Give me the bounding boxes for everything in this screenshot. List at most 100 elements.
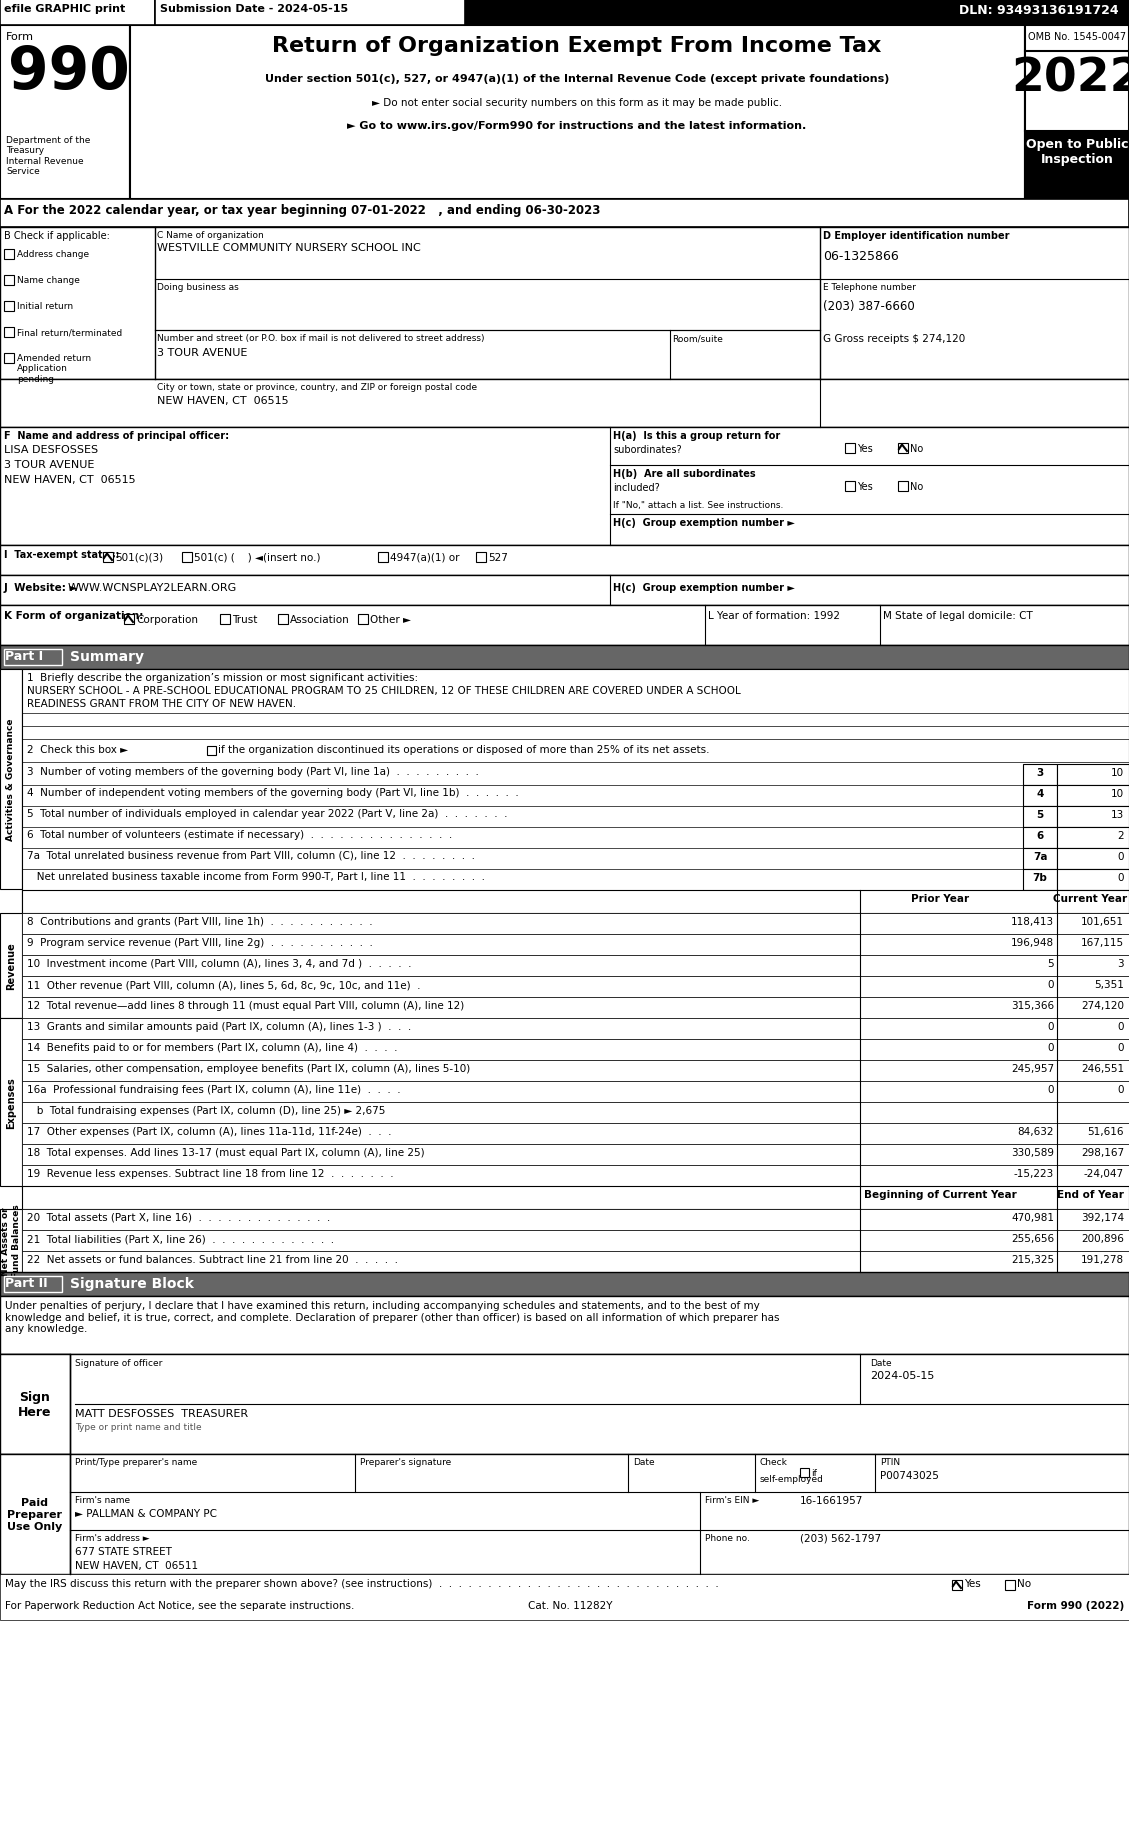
Bar bbox=[21, 955, 1129, 977]
Text: A For the 2022 calendar year, or tax year beginning 07-01-2022   , and ending 06: A For the 2022 calendar year, or tax yea… bbox=[5, 203, 601, 218]
Text: 3: 3 bbox=[1036, 767, 1043, 778]
Text: Name change: Name change bbox=[17, 276, 80, 285]
Bar bbox=[0, 1354, 1129, 1455]
Text: if the organization discontinued its operations or disposed of more than 25% of : if the organization discontinued its ope… bbox=[218, 745, 709, 754]
Text: Initial return: Initial return bbox=[17, 302, 73, 311]
Bar bbox=[0, 199, 1129, 229]
Text: Paid
Preparer
Use Only: Paid Preparer Use Only bbox=[8, 1497, 62, 1530]
Text: 191,278: 191,278 bbox=[1080, 1254, 1124, 1265]
Bar bbox=[21, 1060, 1129, 1082]
Text: 0: 0 bbox=[1118, 1021, 1124, 1032]
Bar bbox=[1023, 765, 1057, 785]
Text: M State of legal domicile: CT: M State of legal domicile: CT bbox=[883, 611, 1033, 620]
Text: 10  Investment income (Part VIII, column (A), lines 3, 4, and 7d )  .  .  .  .  : 10 Investment income (Part VIII, column … bbox=[27, 959, 411, 968]
Bar bbox=[103, 553, 113, 562]
Text: 3  Number of voting members of the governing body (Part VI, line 1a)  .  .  .  .: 3 Number of voting members of the govern… bbox=[27, 767, 479, 776]
Text: Under section 501(c), 527, or 4947(a)(1) of the Internal Revenue Code (except pr: Under section 501(c), 527, or 4947(a)(1)… bbox=[265, 73, 890, 84]
Text: (203) 562-1797: (203) 562-1797 bbox=[800, 1534, 881, 1543]
Bar bbox=[1057, 785, 1129, 807]
Bar bbox=[207, 747, 216, 756]
Text: 20  Total assets (Part X, line 16)  .  .  .  .  .  .  .  .  .  .  .  .  .  .: 20 Total assets (Part X, line 16) . . . … bbox=[27, 1211, 331, 1222]
Bar bbox=[1023, 849, 1057, 869]
Text: 6: 6 bbox=[1036, 831, 1043, 840]
Text: Number and street (or P.O. box if mail is not delivered to street address): Number and street (or P.O. box if mail i… bbox=[157, 333, 484, 342]
Bar bbox=[21, 670, 1129, 1190]
Text: I  Tax-exempt status:: I Tax-exempt status: bbox=[5, 549, 120, 560]
Text: Submission Date - 2024-05-15: Submission Date - 2024-05-15 bbox=[160, 4, 348, 15]
Text: 2022: 2022 bbox=[1012, 57, 1129, 101]
Text: B Check if applicable:: B Check if applicable: bbox=[5, 231, 110, 242]
Text: ► Go to www.irs.gov/Form990 for instructions and the latest information.: ► Go to www.irs.gov/Form990 for instruct… bbox=[348, 121, 806, 132]
Text: Activities & Governance: Activities & Governance bbox=[7, 719, 16, 840]
Text: Address change: Address change bbox=[17, 251, 89, 258]
Text: No: No bbox=[1017, 1577, 1031, 1588]
Text: May the IRS discuss this return with the preparer shown above? (see instructions: May the IRS discuss this return with the… bbox=[5, 1577, 719, 1588]
Bar bbox=[898, 443, 908, 454]
Text: 101,651: 101,651 bbox=[1080, 917, 1124, 926]
Text: 5,351: 5,351 bbox=[1094, 979, 1124, 990]
Text: Amended return
Application
pending: Amended return Application pending bbox=[17, 353, 91, 384]
Bar bbox=[0, 0, 1129, 26]
Text: 2024-05-15: 2024-05-15 bbox=[870, 1371, 935, 1380]
Text: self-employed: self-employed bbox=[760, 1475, 824, 1482]
Bar bbox=[21, 1166, 1129, 1186]
Bar bbox=[21, 935, 1129, 955]
Text: WWW.WCNSPLAY2LEARN.ORG: WWW.WCNSPLAY2LEARN.ORG bbox=[68, 582, 237, 593]
Text: PTIN: PTIN bbox=[879, 1457, 900, 1466]
Text: 7a: 7a bbox=[1033, 851, 1048, 862]
Text: 7a  Total unrelated business revenue from Part VIII, column (C), line 12  .  .  : 7a Total unrelated business revenue from… bbox=[27, 851, 475, 860]
Text: L Year of formation: 1992: L Year of formation: 1992 bbox=[708, 611, 840, 620]
Bar bbox=[5, 276, 14, 285]
Text: 0: 0 bbox=[1048, 979, 1054, 990]
Text: H(b)  Are all subordinates: H(b) Are all subordinates bbox=[613, 468, 755, 479]
Text: Net Assets or
Fund Balances: Net Assets or Fund Balances bbox=[1, 1204, 20, 1277]
Bar bbox=[0, 606, 1129, 646]
Bar bbox=[0, 1455, 70, 1574]
Text: 0: 0 bbox=[1118, 873, 1124, 882]
Bar bbox=[1057, 869, 1129, 891]
Text: 527: 527 bbox=[488, 553, 508, 562]
Text: OMB No. 1545-0047: OMB No. 1545-0047 bbox=[1027, 31, 1126, 42]
Bar bbox=[5, 353, 14, 364]
Text: Doing business as: Doing business as bbox=[157, 284, 238, 291]
Text: Yes: Yes bbox=[857, 481, 873, 492]
Text: 13: 13 bbox=[1111, 809, 1124, 820]
Text: ► Do not enter social security numbers on this form as it may be made public.: ► Do not enter social security numbers o… bbox=[371, 99, 782, 108]
Text: 4  Number of independent voting members of the governing body (Part VI, line 1b): 4 Number of independent voting members o… bbox=[27, 787, 518, 798]
Text: 21  Total liabilities (Part X, line 26)  .  .  .  .  .  .  .  .  .  .  .  .  .: 21 Total liabilities (Part X, line 26) .… bbox=[27, 1233, 334, 1243]
Bar bbox=[1023, 807, 1057, 827]
Bar bbox=[1057, 849, 1129, 869]
Text: 84,632: 84,632 bbox=[1017, 1127, 1054, 1136]
Text: D Employer identification number: D Employer identification number bbox=[823, 231, 1009, 242]
Bar bbox=[844, 443, 855, 454]
Text: 501(c)(3): 501(c)(3) bbox=[115, 553, 163, 562]
Text: H(a)  Is this a group return for: H(a) Is this a group return for bbox=[613, 430, 780, 441]
Text: 990: 990 bbox=[8, 44, 130, 101]
Text: City or town, state or province, country, and ZIP or foreign postal code: City or town, state or province, country… bbox=[157, 382, 478, 392]
Bar bbox=[155, 0, 465, 26]
Text: 51,616: 51,616 bbox=[1087, 1127, 1124, 1136]
Text: Print/Type preparer's name: Print/Type preparer's name bbox=[75, 1457, 198, 1466]
Text: Department of the
Treasury
Internal Revenue
Service: Department of the Treasury Internal Reve… bbox=[6, 135, 90, 176]
Text: 16a  Professional fundraising fees (Part IX, column (A), line 11e)  .  .  .  .: 16a Professional fundraising fees (Part … bbox=[27, 1085, 401, 1094]
Text: 15  Salaries, other compensation, employee benefits (Part IX, column (A), lines : 15 Salaries, other compensation, employe… bbox=[27, 1063, 471, 1074]
Text: 3 TOUR AVENUE: 3 TOUR AVENUE bbox=[5, 459, 95, 470]
Bar bbox=[278, 615, 288, 624]
Text: Firm's name: Firm's name bbox=[75, 1495, 130, 1504]
Bar bbox=[21, 891, 1129, 913]
Text: For Paperwork Reduction Act Notice, see the separate instructions.: For Paperwork Reduction Act Notice, see … bbox=[5, 1599, 355, 1610]
Bar bbox=[0, 1019, 21, 1186]
Text: H(c)  Group exemption number ►: H(c) Group exemption number ► bbox=[613, 582, 795, 593]
Bar bbox=[0, 0, 155, 26]
Text: Phone no.: Phone no. bbox=[704, 1534, 750, 1543]
Text: 246,551: 246,551 bbox=[1080, 1063, 1124, 1074]
Text: C Name of organization: C Name of organization bbox=[157, 231, 264, 240]
Text: Room/suite: Room/suite bbox=[672, 333, 723, 342]
Text: NEW HAVEN, CT  06515: NEW HAVEN, CT 06515 bbox=[157, 395, 289, 406]
Bar bbox=[0, 913, 21, 1019]
Text: Firm's address ►: Firm's address ► bbox=[75, 1534, 150, 1543]
Bar bbox=[21, 1186, 1129, 1210]
Bar bbox=[0, 1272, 1129, 1296]
Text: Expenses: Expenses bbox=[6, 1076, 16, 1129]
Text: Trust: Trust bbox=[231, 615, 257, 624]
